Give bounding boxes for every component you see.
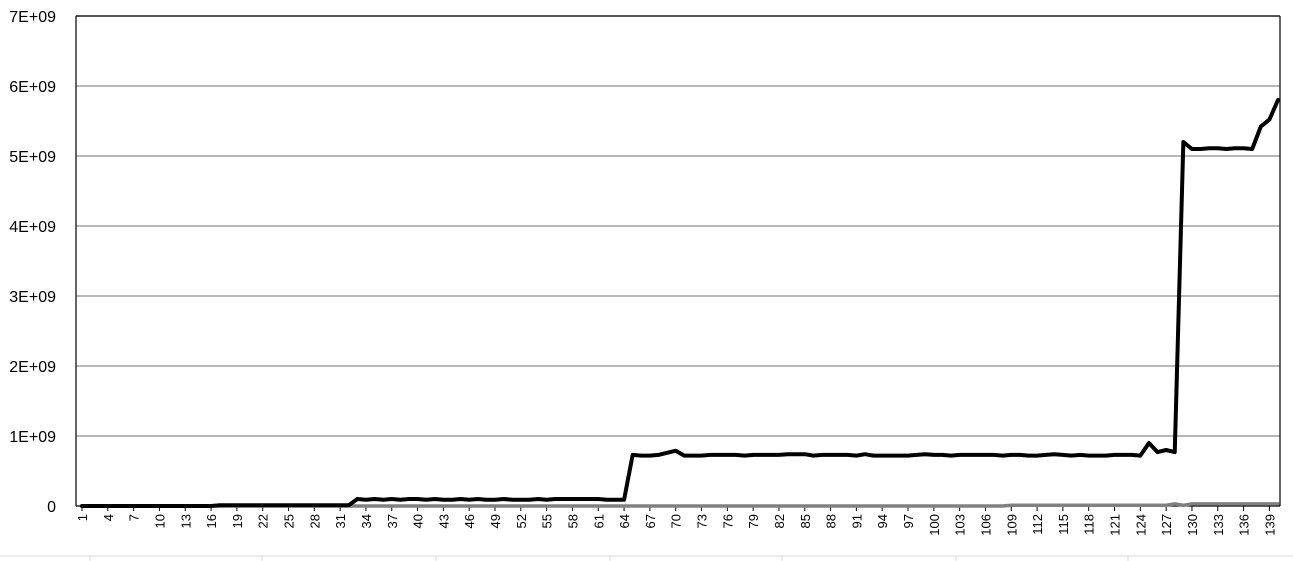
series-lines — [80, 98, 1280, 508]
x-tick-label: 139 — [1262, 514, 1277, 536]
x-tick-label: 85 — [798, 514, 813, 528]
x-tick-label: 19 — [230, 514, 245, 528]
y-axis-tick-labels: 0 1E+09 2E+09 3E+09 4E+09 5E+09 6E+09 7E+09 — [9, 9, 56, 516]
x-tick-label: 94 — [875, 514, 890, 528]
y-tick-label: 1E+09 — [9, 429, 56, 446]
x-tick-label: 43 — [436, 514, 451, 528]
x-tick-label: 115 — [1056, 514, 1071, 535]
x-tick-label: 16 — [204, 514, 219, 528]
x-tick-label: 34 — [359, 514, 374, 528]
x-tick-label: 130 — [1185, 514, 1200, 536]
x-tick-label: 112 — [1030, 514, 1045, 535]
x-tick-label: 103 — [953, 514, 968, 536]
x-tick-label: 97 — [901, 514, 916, 528]
x-tick-label: 76 — [720, 514, 735, 528]
x-tick-label: 127 — [1159, 514, 1174, 536]
series-line-1 — [80, 98, 1280, 508]
x-tick-label: 52 — [514, 514, 529, 528]
x-tick-label: 91 — [849, 514, 864, 528]
axes — [75, 15, 1281, 511]
x-tick-label: 100 — [927, 514, 942, 536]
x-tick-label: 10 — [152, 514, 167, 528]
y-tick-label: 3E+09 — [9, 289, 56, 306]
x-tick-label: 1 — [75, 514, 90, 521]
gridlines — [76, 15, 1280, 437]
x-tick-label: 55 — [540, 514, 555, 528]
chart-frame — [0, 555, 1293, 561]
y-tick-label: 4E+09 — [9, 219, 56, 236]
x-tick-label: 109 — [1004, 514, 1019, 536]
x-tick-label: 67 — [643, 514, 658, 528]
x-tick-label: 121 — [1108, 514, 1123, 536]
x-tick-label: 106 — [978, 514, 993, 536]
y-tick-label: 0 — [47, 499, 56, 516]
x-tick-label: 49 — [488, 514, 503, 528]
x-axis-tick-labels: 1 4 7 10 13 16 19 22 25 28 31 34 37 40 43 46 49 52 55 58 61 6… — [75, 514, 1277, 536]
x-tick-label: 136 — [1237, 514, 1252, 536]
x-tick-label: 4 — [101, 514, 116, 521]
y-tick-label: 7E+09 — [9, 9, 56, 26]
x-tick-label: 118 — [1082, 514, 1097, 535]
x-tick-label: 73 — [695, 514, 710, 528]
x-tick-label: 58 — [565, 514, 580, 528]
y-tick-label: 5E+09 — [9, 149, 56, 166]
x-tick-label: 124 — [1133, 514, 1148, 536]
x-tick-label: 37 — [385, 514, 400, 528]
x-tick-label: 79 — [746, 514, 761, 528]
x-tick-label: 64 — [617, 514, 632, 528]
x-tick-label: 46 — [462, 514, 477, 528]
x-tick-label: 40 — [411, 514, 426, 528]
x-tick-label: 22 — [256, 514, 271, 528]
x-tick-label: 25 — [282, 514, 297, 528]
x-tick-label: 31 — [333, 514, 348, 528]
x-tick-label: 70 — [669, 514, 684, 528]
x-tick-label: 82 — [772, 514, 787, 528]
x-tick-label: 88 — [824, 514, 839, 528]
x-tick-label: 28 — [307, 514, 322, 528]
y-tick-label: 6E+09 — [9, 79, 56, 96]
x-tick-label: 13 — [178, 514, 193, 528]
x-tick-label: 133 — [1211, 514, 1226, 536]
y-tick-label: 2E+09 — [9, 359, 56, 376]
series-line-2 — [80, 502, 1280, 508]
x-tick-label: 61 — [591, 514, 606, 528]
x-tick-label: 7 — [127, 514, 142, 521]
